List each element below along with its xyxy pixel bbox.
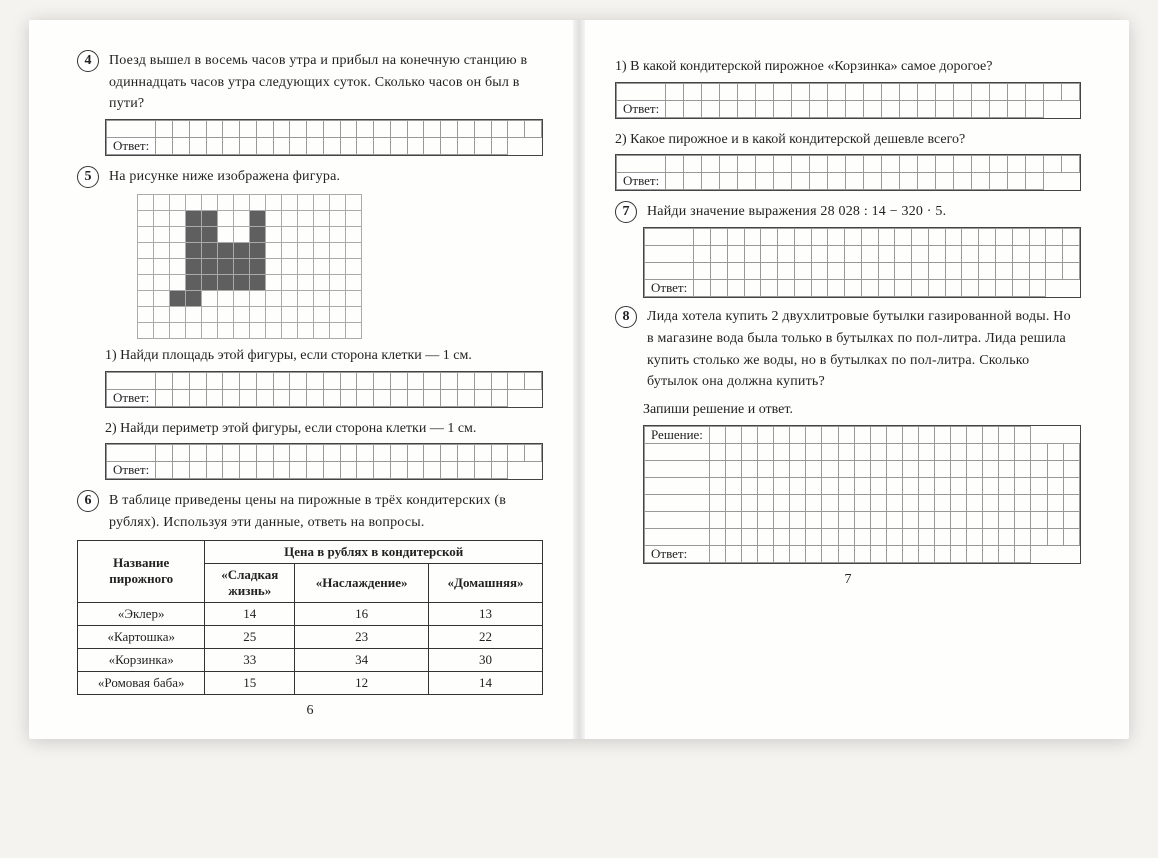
question-6: 6 В таблице приведены цены на пирожные в… bbox=[77, 490, 543, 533]
qtext-7: Найди значение выражения 28 028 : 14 − 3… bbox=[647, 201, 946, 223]
answer-grid-q6-2: Ответ: bbox=[615, 154, 1081, 191]
qnum-6: 6 bbox=[77, 490, 99, 512]
question-8: 8 Лида хотела купить 2 двухлитровые буты… bbox=[615, 306, 1081, 393]
q6-sub1: 1) В какой кондитерской пирожное «Корзин… bbox=[615, 56, 1081, 78]
q5-sub1: 1) Найди площадь этой фигуры, если сторо… bbox=[105, 345, 543, 367]
pagenum-right: 7 bbox=[615, 572, 1081, 588]
qnum-7: 7 bbox=[615, 201, 637, 223]
answer-grid-q4: Ответ: bbox=[105, 119, 543, 156]
question-5: 5 На рисунке ниже изображена фигура. bbox=[77, 166, 543, 188]
qtext-4: Поезд вышел в восемь часов утра и прибыл… bbox=[109, 50, 543, 115]
question-7: 7 Найди значение выражения 28 028 : 14 −… bbox=[615, 201, 1081, 223]
page-right: 1) В какой кондитерской пирожное «Корзин… bbox=[579, 20, 1129, 739]
question-4: 4 Поезд вышел в восемь часов утра и приб… bbox=[77, 50, 543, 115]
answer-grid-q5a: Ответ: bbox=[105, 371, 543, 408]
answer-grid-q5b: Ответ: bbox=[105, 443, 543, 480]
qtext-8: Лида хотела купить 2 двухлитровые бутылк… bbox=[647, 306, 1081, 393]
page-left: 4 Поезд вышел в восемь часов утра и приб… bbox=[29, 20, 579, 739]
price-table: НазваниепирожногоЦена в рублях в кондите… bbox=[77, 540, 543, 695]
qnum-5: 5 bbox=[77, 166, 99, 188]
q6-sub2: 2) Какое пирожное и в какой кондитерской… bbox=[615, 129, 1081, 151]
solution-grid-q8: Решение:Ответ: bbox=[643, 425, 1081, 564]
book-spread: 4 Поезд вышел в восемь часов утра и приб… bbox=[29, 20, 1129, 739]
work-grid-q7: Ответ: bbox=[643, 227, 1081, 298]
qtext-5: На рисунке ниже изображена фигура. bbox=[109, 166, 340, 188]
figure-q5 bbox=[137, 194, 543, 339]
qnum-4: 4 bbox=[77, 50, 99, 72]
q5-sub2: 2) Найди периметр этой фигуры, если стор… bbox=[105, 418, 543, 440]
qtext-6: В таблице приведены цены на пирожные в т… bbox=[109, 490, 543, 533]
pagenum-left: 6 bbox=[77, 703, 543, 719]
q8-hint: Запиши решение и ответ. bbox=[643, 399, 1081, 421]
answer-grid-q6-1: Ответ: bbox=[615, 82, 1081, 119]
qnum-8: 8 bbox=[615, 306, 637, 328]
